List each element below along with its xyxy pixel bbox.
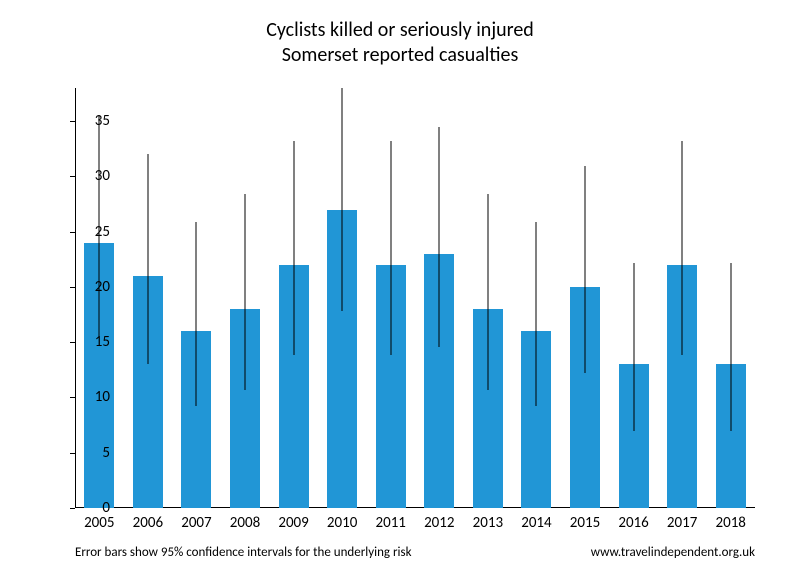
- x-tick-label: 2011: [375, 514, 405, 532]
- title-line-1: Cyclists killed or seriously injured: [0, 18, 800, 43]
- error-bar: [196, 222, 197, 407]
- error-bar: [682, 141, 683, 355]
- error-bar: [730, 263, 731, 431]
- x-tick-label: 2017: [667, 514, 697, 532]
- error-bar: [439, 127, 440, 347]
- y-tick-label: 15: [70, 333, 110, 351]
- y-tick-label: 30: [70, 167, 110, 185]
- chart-container: Cyclists killed or seriously injured Som…: [0, 0, 800, 580]
- x-tick-label: 2013: [473, 514, 503, 532]
- x-tick-label: 2016: [618, 514, 648, 532]
- error-bar: [245, 194, 246, 390]
- error-bar: [390, 141, 391, 355]
- chart-title: Cyclists killed or seriously injured Som…: [0, 18, 800, 68]
- y-tick-label: 0: [70, 499, 110, 517]
- y-tick-label: 10: [70, 388, 110, 406]
- error-bar: [293, 141, 294, 355]
- error-bar: [342, 88, 343, 311]
- y-tick-label: 35: [70, 112, 110, 130]
- error-bar: [147, 154, 148, 364]
- x-tick-label: 2012: [424, 514, 454, 532]
- plot-area: 2005200620072008200920102011201220132014…: [75, 88, 755, 508]
- x-tick-label: 2014: [521, 514, 551, 532]
- title-line-2: Somerset reported casualties: [0, 43, 800, 68]
- x-tick-label: 2015: [570, 514, 600, 532]
- x-tick-label: 2006: [133, 514, 163, 532]
- x-tick-label: 2010: [327, 514, 357, 532]
- error-bar: [536, 222, 537, 407]
- footer-note: Error bars show 95% confidence intervals…: [75, 545, 412, 560]
- error-bar: [487, 194, 488, 390]
- x-tick-label: 2008: [230, 514, 260, 532]
- error-bar: [585, 166, 586, 373]
- error-bar: [633, 263, 634, 431]
- x-axis: [75, 507, 755, 508]
- x-tick-label: 2009: [278, 514, 308, 532]
- x-tick-label: 2007: [181, 514, 211, 532]
- footer-url: www.travelindependent.org.uk: [591, 545, 755, 560]
- x-tick-label: 2018: [715, 514, 745, 532]
- y-tick-label: 25: [70, 223, 110, 241]
- y-tick-label: 5: [70, 444, 110, 462]
- y-tick-label: 20: [70, 278, 110, 296]
